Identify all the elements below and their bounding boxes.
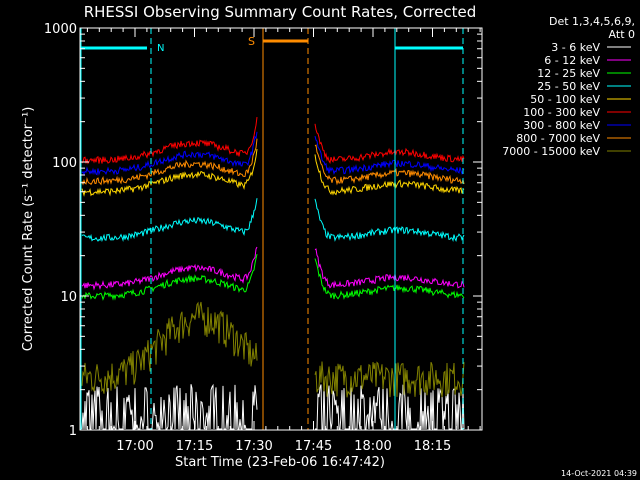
series-trace xyxy=(81,198,258,243)
legend-entry-label: 50 - 100 keV xyxy=(530,93,600,106)
night-annotation-label: N xyxy=(157,43,164,54)
annotations-layer: NS xyxy=(80,28,464,430)
legend-entry-label: 12 - 25 keV xyxy=(537,67,600,80)
plot-frame xyxy=(79,27,483,431)
series-trace xyxy=(314,135,465,176)
x-axis-label: Start Time (23-Feb-06 16:47:42) xyxy=(175,455,385,470)
legend-title: Det 1,3,4,5,6,9, xyxy=(549,15,635,28)
legend-entry-label: 25 - 50 keV xyxy=(537,80,600,93)
x-tick-label: 18:00 xyxy=(354,439,391,454)
series-trace xyxy=(81,148,258,197)
legend-entry-label: 100 - 300 keV xyxy=(523,106,600,119)
legend-entry-label: 800 - 7000 keV xyxy=(516,132,600,145)
y-tick-label: 1000 xyxy=(44,22,77,37)
traces-layer xyxy=(81,117,465,430)
series-trace xyxy=(314,361,465,398)
series-trace xyxy=(314,154,465,196)
x-tick-label: 17:45 xyxy=(295,439,332,454)
series-trace xyxy=(81,383,258,430)
footer-timestamp: 14-Oct-2021 04:39 xyxy=(561,469,637,478)
legend-entry-label: 300 - 800 keV xyxy=(523,119,600,132)
legend-entry-label: 7000 - 15000 keV xyxy=(502,145,600,158)
y-axis-ticks: 1 10 100 1000 xyxy=(44,22,482,439)
y-tick-label: 1 xyxy=(69,424,77,439)
series-trace xyxy=(81,301,258,394)
series-trace xyxy=(81,253,258,301)
saa-annotation-label: S xyxy=(248,35,255,48)
chart-title: RHESSI Observing Summary Count Rates, Co… xyxy=(84,3,477,21)
x-tick-label: 17:00 xyxy=(116,439,153,454)
series-trace xyxy=(314,144,465,186)
x-tick-label: 17:30 xyxy=(235,439,272,454)
series-trace xyxy=(81,138,258,186)
y-tick-label: 100 xyxy=(52,156,77,171)
series-trace xyxy=(314,123,465,165)
x-tick-label: 17:15 xyxy=(176,439,213,454)
series-trace xyxy=(81,131,258,176)
legend-title: Att 0 xyxy=(609,28,635,41)
series-trace xyxy=(81,117,258,165)
x-tick-label: 18:15 xyxy=(414,439,451,454)
legend-entry-label: 6 - 12 keV xyxy=(544,54,600,67)
x-axis-ticks: 17:00 17:15 17:30 17:45 18:00 18:15 xyxy=(86,28,481,454)
series-trace xyxy=(314,258,465,300)
series-trace xyxy=(81,246,258,291)
series-trace xyxy=(314,248,465,289)
y-tick-label: 10 xyxy=(60,290,77,305)
series-trace xyxy=(315,384,465,430)
y-axis-label: Corrected Count Rate (s⁻¹ detector⁻¹) xyxy=(21,107,36,352)
series-trace xyxy=(314,198,465,243)
legend-entry-label: 3 - 6 keV xyxy=(551,41,600,54)
